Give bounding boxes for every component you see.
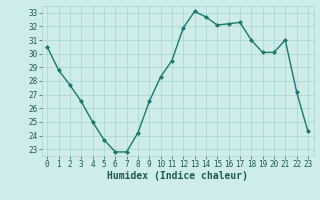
X-axis label: Humidex (Indice chaleur): Humidex (Indice chaleur) <box>107 171 248 181</box>
